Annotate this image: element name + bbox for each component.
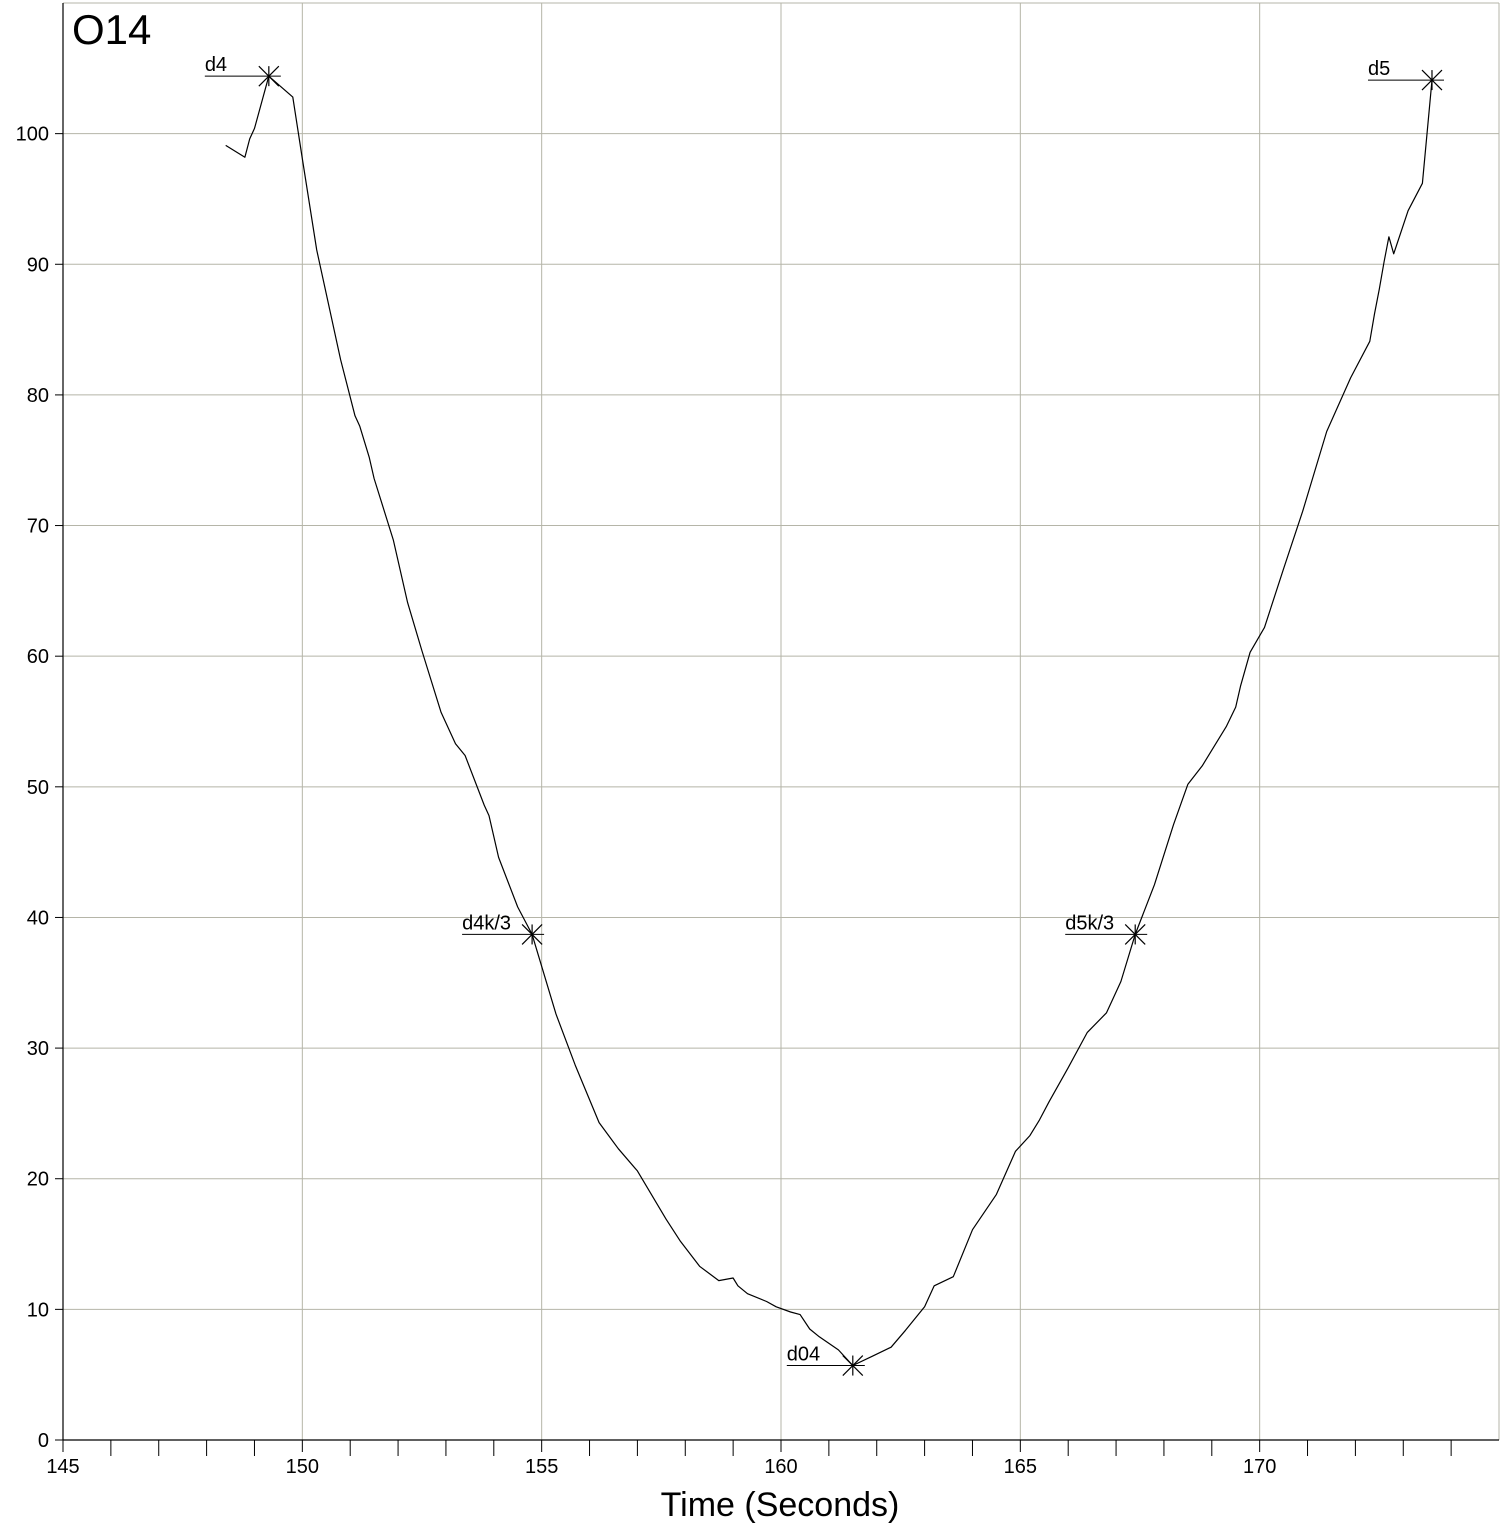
marker-label: d5 — [1368, 58, 1390, 80]
x-tick-label: 170 — [1243, 1456, 1276, 1478]
y-tick-label: 60 — [27, 646, 49, 668]
marker-label: d5k/3 — [1065, 912, 1114, 934]
marker-layer: d4 d4k/3 d04 d5k/3 d5 — [204, 54, 1444, 1376]
y-tick-label: 70 — [27, 516, 49, 538]
x-tick-label: 155 — [525, 1456, 558, 1478]
axis-layer: 145 150 155 160 165 170 0 10 20 30 40 50 60 70 80 90 100 — [16, 3, 1499, 1478]
y-tick-label: 10 — [27, 1299, 49, 1321]
marker-label: d4k/3 — [462, 912, 511, 934]
y-tick-label: 100 — [16, 124, 49, 146]
marker-label: d4 — [205, 54, 227, 76]
y-tick-label: 40 — [27, 907, 49, 929]
series-layer — [225, 75, 1433, 1367]
x-axis-title: Time (Seconds) — [661, 1486, 900, 1524]
marker-label: d04 — [787, 1344, 820, 1366]
y-tick-label: 20 — [27, 1169, 49, 1191]
y-tick-label: 80 — [27, 385, 49, 407]
x-tick-label: 165 — [1004, 1456, 1037, 1478]
chart-title: O14 — [72, 6, 151, 53]
x-tick-label: 145 — [46, 1456, 79, 1478]
y-tick-label: 90 — [27, 254, 49, 276]
y-tick-label: 0 — [38, 1430, 49, 1452]
y-tick-label: 30 — [27, 1038, 49, 1060]
x-tick-label: 160 — [764, 1456, 797, 1478]
series-line — [225, 75, 1433, 1367]
x-tick-label: 150 — [286, 1456, 319, 1478]
grid-layer — [63, 2, 1500, 1440]
y-tick-label: 50 — [27, 777, 49, 799]
